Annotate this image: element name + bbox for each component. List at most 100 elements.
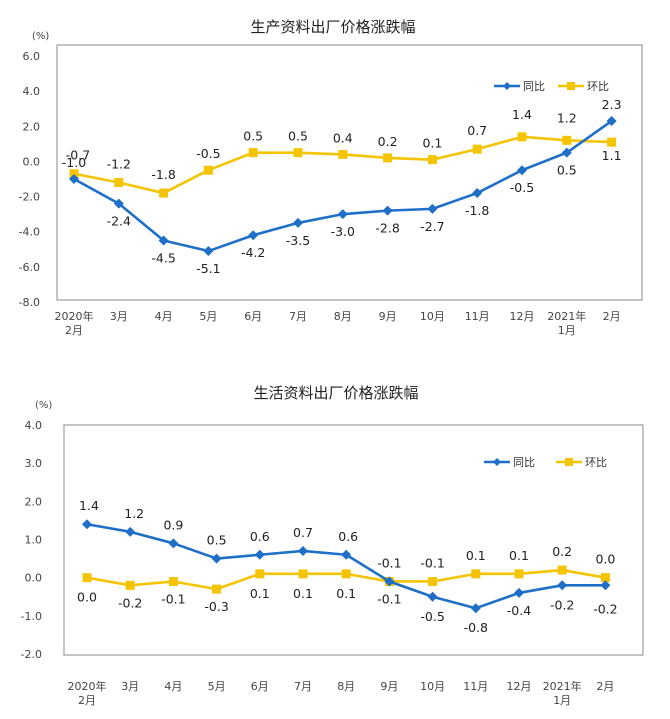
data-point-mom — [168, 576, 178, 586]
x-tick-label: 4月 — [164, 680, 182, 693]
chart-1: 生产资料出厂价格涨跌幅 (%) 6.0 4.0 2.0 0.0 -2.0 -4.0 -6.0 -8… — [19, 18, 643, 337]
data-label-mom: 0.4 — [333, 130, 353, 145]
data-label-mom: -0.1 — [161, 591, 185, 606]
data-point-yoy — [125, 526, 136, 537]
data-point-yoy — [561, 147, 572, 158]
chart-title: 生活资料出厂价格涨跌幅 — [253, 384, 418, 402]
data-point-mom — [562, 135, 572, 145]
data-point-mom — [341, 569, 351, 579]
data-point-mom — [600, 573, 610, 583]
data-label-mom: 0.2 — [378, 134, 398, 149]
y-tick-label: -2.0 — [19, 191, 40, 204]
data-point-mom — [517, 132, 527, 142]
data-label-mom: -0.3 — [204, 599, 228, 614]
x-tick-label: 1月 — [553, 694, 571, 707]
data-label-mom: 0.1 — [509, 548, 529, 563]
y-tick-label: -4.0 — [19, 226, 40, 239]
y-tick-label: 6.0 — [23, 50, 41, 63]
legend-label: 同比 — [523, 80, 545, 93]
data-label-yoy: -4.2 — [241, 245, 265, 260]
y-tick-label: 0.0 — [23, 155, 41, 168]
data-point-mom — [557, 565, 567, 575]
data-point-mom — [472, 144, 482, 154]
data-point-yoy — [514, 587, 524, 598]
data-label-yoy: -2.8 — [375, 221, 399, 236]
data-point-yoy — [472, 188, 483, 199]
y-tick-label: 4.0 — [25, 419, 43, 432]
data-point-yoy — [254, 549, 265, 560]
data-point-mom — [607, 137, 617, 147]
legend-marker — [565, 458, 573, 466]
data-label-mom: 0.1 — [466, 548, 486, 563]
x-tick-label: 2020年 — [55, 309, 94, 323]
data-label-yoy: 1.2 — [124, 506, 144, 521]
x-tick-label: 1月 — [558, 324, 576, 337]
plot-frame — [56, 44, 643, 301]
y-axis-unit: (%) — [32, 31, 49, 42]
x-tick-label: 11月 — [465, 310, 490, 323]
legend-label: 环比 — [585, 456, 607, 469]
data-label-yoy: -0.8 — [464, 620, 488, 635]
data-label-mom: 0.2 — [552, 544, 572, 559]
data-point-yoy — [69, 174, 79, 184]
data-label-yoy: 1.4 — [79, 498, 99, 513]
data-point-yoy — [82, 519, 92, 530]
data-label-mom: -1.2 — [107, 157, 131, 172]
x-tick-label: 8月 — [334, 310, 352, 323]
data-point-mom — [383, 153, 393, 163]
x-tick-label: 9月 — [380, 680, 398, 693]
data-point-mom — [255, 569, 265, 579]
data-label-yoy: -1.0 — [62, 155, 86, 170]
data-label-mom: -0.2 — [118, 595, 142, 610]
chart-2: 生活资料出厂价格涨跌幅 (%) 4.0 3.0 2.0 1.0 0.0 -1.0 -2.0 202… — [21, 384, 644, 707]
y-tick-label: 4.0 — [23, 85, 41, 98]
data-point-mom — [212, 584, 222, 594]
data-label-yoy: -0.5 — [510, 180, 534, 195]
x-tick-label: 2021年 — [547, 309, 586, 323]
data-point-mom — [514, 569, 524, 579]
x-tick-label: 9月 — [379, 310, 397, 323]
x-tick-label: 3月 — [121, 680, 139, 693]
legend-label: 同比 — [513, 456, 535, 469]
data-point-yoy — [606, 116, 617, 127]
y-tick-label: -2.0 — [21, 648, 42, 661]
x-tick-label: 5月 — [208, 680, 226, 693]
data-label-mom: -0.7 — [66, 148, 90, 163]
x-tick-label: 11月 — [463, 680, 488, 693]
data-label-yoy: -0.1 — [377, 555, 401, 570]
x-tick-label: 2月 — [596, 680, 614, 693]
data-point-yoy — [248, 230, 259, 241]
legend-label: 环比 — [587, 80, 609, 93]
legend-marker — [493, 458, 501, 466]
data-point-mom — [293, 148, 303, 158]
data-label-mom: 0.7 — [467, 123, 487, 138]
x-tick-label: 2021年 — [543, 679, 582, 693]
data-label-mom: -1.8 — [151, 167, 175, 182]
data-label-mom: 0.0 — [595, 552, 615, 567]
data-label-yoy: -5.1 — [196, 261, 220, 276]
data-point-mom — [338, 149, 348, 159]
x-tick-label: 4月 — [155, 310, 173, 323]
x-tick-label: 10月 — [420, 310, 445, 323]
data-point-yoy — [298, 545, 308, 556]
data-label-mom: -0.1 — [420, 555, 444, 570]
data-label-mom: 1.4 — [512, 107, 532, 122]
data-label-yoy: 0.6 — [338, 529, 358, 544]
x-tick-label: 7月 — [294, 680, 312, 693]
data-point-yoy — [557, 580, 568, 591]
x-tick-label: 3月 — [110, 310, 128, 323]
data-point-yoy — [158, 235, 169, 246]
x-tick-label: 12月 — [510, 310, 535, 323]
data-point-yoy — [384, 576, 395, 587]
x-tick-label: 10月 — [420, 680, 445, 693]
data-label-yoy: 2.3 — [602, 97, 622, 112]
chart-title: 生产资料出厂价格涨跌幅 — [250, 18, 415, 36]
y-axis-unit: (%) — [35, 400, 52, 411]
data-label-yoy: -2.7 — [420, 219, 444, 234]
data-point-yoy — [293, 217, 303, 228]
data-point-mom — [471, 569, 481, 579]
data-point-yoy — [113, 198, 124, 209]
data-label-yoy: -4.5 — [151, 251, 175, 266]
y-tick-label: -8.0 — [19, 296, 40, 309]
